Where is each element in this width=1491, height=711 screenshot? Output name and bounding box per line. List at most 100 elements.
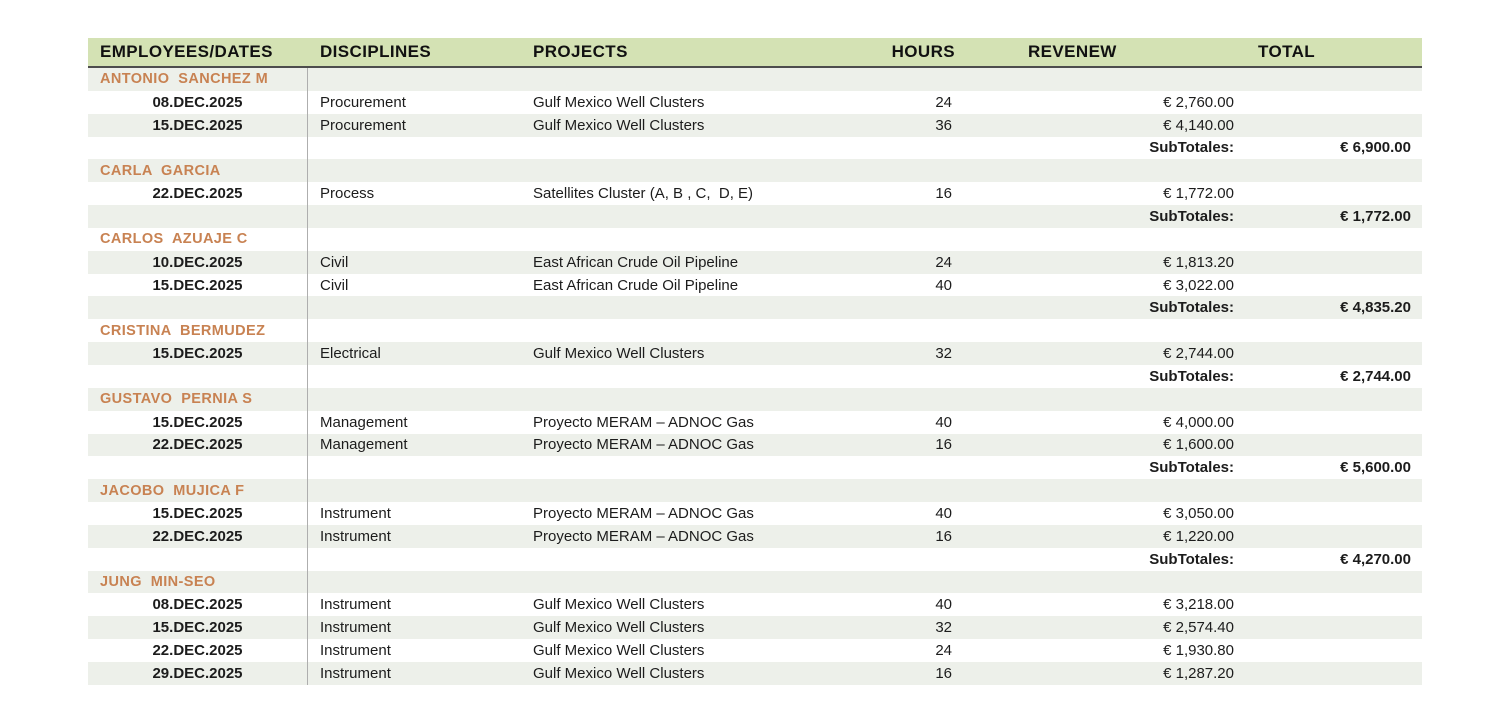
cell-empty[interactable]: [308, 571, 530, 594]
cell-empty[interactable]: [1240, 182, 1422, 205]
revenue-cell[interactable]: € 4,140.00: [1163, 116, 1234, 134]
hours-cell[interactable]: 32: [935, 619, 952, 637]
subtotal-value-cell[interactable]: € 2,744.00: [1340, 367, 1411, 385]
cell-empty[interactable]: [1240, 68, 1422, 91]
cell-empty[interactable]: [530, 137, 845, 160]
revenue-cell[interactable]: € 1,772.00: [1163, 185, 1234, 203]
project-cell[interactable]: Gulf Mexico Well Clusters: [533, 642, 705, 660]
subtotal-label-cell[interactable]: SubTotales:: [1149, 550, 1234, 568]
cell-empty[interactable]: [308, 479, 530, 502]
cell-empty[interactable]: [308, 548, 530, 571]
project-cell[interactable]: Gulf Mexico Well Clusters: [533, 116, 705, 134]
cell-empty[interactable]: [530, 205, 845, 228]
project-cell[interactable]: East African Crude Oil Pipeline: [533, 253, 739, 271]
header-cell-disciplines[interactable]: DISCIPLINES: [320, 42, 432, 61]
cell-empty[interactable]: [1240, 639, 1422, 662]
cell-empty[interactable]: [88, 205, 308, 228]
cell-empty[interactable]: [308, 296, 530, 319]
cell-empty[interactable]: [990, 319, 1240, 342]
discipline-cell[interactable]: Instrument: [320, 527, 391, 545]
discipline-cell[interactable]: Process: [320, 185, 375, 203]
discipline-cell[interactable]: Civil: [320, 276, 349, 294]
revenue-cell[interactable]: € 1,287.20: [1163, 664, 1234, 682]
subtotal-value-cell[interactable]: € 4,835.20: [1340, 299, 1411, 317]
subtotal-value-cell[interactable]: € 5,600.00: [1340, 459, 1411, 477]
cell-empty[interactable]: [1240, 662, 1422, 685]
project-cell[interactable]: Proyecto MERAM – ADNOC Gas: [533, 436, 754, 454]
project-cell[interactable]: Proyecto MERAM – ADNOC Gas: [533, 413, 754, 431]
hours-cell[interactable]: 32: [935, 345, 952, 363]
revenue-cell[interactable]: € 1,600.00: [1163, 436, 1234, 454]
discipline-cell[interactable]: Instrument: [320, 619, 391, 637]
cell-empty[interactable]: [308, 137, 530, 160]
project-cell[interactable]: Proyecto MERAM – ADNOC Gas: [533, 527, 754, 545]
header-cell-total[interactable]: TOTAL: [1258, 42, 1316, 61]
employee-name-cell[interactable]: CARLOS AZUAJE C: [88, 227, 308, 251]
project-cell[interactable]: Gulf Mexico Well Clusters: [533, 596, 705, 614]
discipline-cell[interactable]: Electrical: [320, 345, 381, 363]
project-cell[interactable]: Gulf Mexico Well Clusters: [533, 345, 705, 363]
cell-empty[interactable]: [530, 228, 845, 251]
hours-cell[interactable]: 40: [935, 413, 952, 431]
employee-name-cell[interactable]: CARLA GARCIA: [88, 159, 308, 183]
cell-empty[interactable]: [1240, 616, 1422, 639]
date-cell[interactable]: 15.DEC.2025: [88, 273, 308, 297]
cell-empty[interactable]: [845, 479, 990, 502]
cell-empty[interactable]: [845, 456, 990, 479]
project-cell[interactable]: East African Crude Oil Pipeline: [533, 276, 739, 294]
cell-empty[interactable]: [308, 319, 530, 342]
cell-empty[interactable]: [88, 456, 308, 480]
hours-cell[interactable]: 40: [935, 504, 952, 522]
cell-empty[interactable]: [530, 479, 845, 502]
date-cell[interactable]: 15.DEC.2025: [88, 113, 308, 137]
cell-empty[interactable]: [990, 159, 1240, 182]
project-cell[interactable]: Gulf Mexico Well Clusters: [533, 664, 705, 682]
cell-empty[interactable]: [845, 296, 990, 319]
subtotal-value-cell[interactable]: € 1,772.00: [1340, 207, 1411, 225]
cell-empty[interactable]: [845, 228, 990, 251]
header-cell-revenew[interactable]: REVENEW: [1028, 42, 1117, 61]
discipline-cell[interactable]: Instrument: [320, 596, 391, 614]
cell-empty[interactable]: [308, 456, 530, 479]
header-cell-projects[interactable]: PROJECTS: [533, 42, 628, 61]
date-cell[interactable]: 15.DEC.2025: [88, 342, 308, 365]
cell-empty[interactable]: [1240, 319, 1422, 342]
cell-empty[interactable]: [530, 388, 845, 411]
subtotal-label-cell[interactable]: SubTotales:: [1149, 299, 1234, 317]
cell-empty[interactable]: [308, 388, 530, 411]
hours-cell[interactable]: 16: [935, 664, 952, 682]
date-cell[interactable]: 29.DEC.2025: [88, 661, 308, 685]
cell-empty[interactable]: [1240, 593, 1422, 616]
revenue-cell[interactable]: € 3,022.00: [1163, 276, 1234, 294]
cell-empty[interactable]: [88, 364, 308, 388]
discipline-cell[interactable]: Instrument: [320, 504, 391, 522]
hours-cell[interactable]: 40: [935, 596, 952, 614]
employee-name-cell[interactable]: ANTONIO SANCHEZ M: [88, 68, 308, 91]
hours-cell[interactable]: 24: [935, 642, 952, 660]
revenue-cell[interactable]: € 3,218.00: [1163, 596, 1234, 614]
cell-empty[interactable]: [1240, 342, 1422, 365]
cell-empty[interactable]: [308, 68, 530, 91]
subtotal-label-cell[interactable]: SubTotales:: [1149, 367, 1234, 385]
discipline-cell[interactable]: Instrument: [320, 642, 391, 660]
cell-empty[interactable]: [1240, 159, 1422, 182]
cell-empty[interactable]: [1240, 525, 1422, 548]
cell-empty[interactable]: [88, 296, 308, 320]
subtotal-value-cell[interactable]: € 6,900.00: [1340, 139, 1411, 157]
employee-name-cell[interactable]: JUNG MIN-SEO: [88, 570, 308, 594]
subtotal-label-cell[interactable]: SubTotales:: [1149, 459, 1234, 477]
cell-empty[interactable]: [845, 388, 990, 411]
date-cell[interactable]: 15.DEC.2025: [88, 616, 308, 640]
date-cell[interactable]: 22.DEC.2025: [88, 433, 308, 457]
revenue-cell[interactable]: € 3,050.00: [1163, 504, 1234, 522]
cell-empty[interactable]: [1240, 479, 1422, 502]
revenue-cell[interactable]: € 1,813.20: [1163, 253, 1234, 271]
cell-empty[interactable]: [1240, 274, 1422, 297]
revenue-cell[interactable]: € 2,574.40: [1163, 619, 1234, 637]
discipline-cell[interactable]: Procurement: [320, 93, 406, 111]
cell-empty[interactable]: [1240, 91, 1422, 114]
date-cell[interactable]: 22.DEC.2025: [88, 524, 308, 548]
cell-empty[interactable]: [530, 68, 845, 91]
cell-empty[interactable]: [1240, 571, 1422, 594]
subtotal-value-cell[interactable]: € 4,270.00: [1340, 550, 1411, 568]
